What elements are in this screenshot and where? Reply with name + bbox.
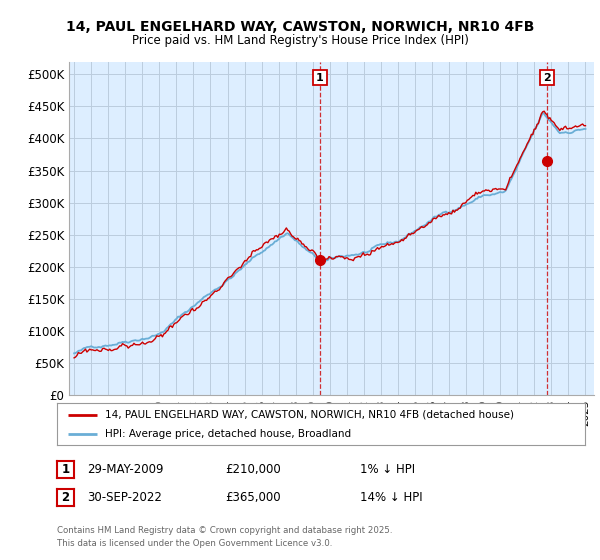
Text: 29-MAY-2009: 29-MAY-2009 — [87, 463, 163, 476]
Text: 14% ↓ HPI: 14% ↓ HPI — [360, 491, 422, 504]
Text: 1: 1 — [61, 463, 70, 477]
Text: 2: 2 — [61, 491, 70, 505]
Text: Contains HM Land Registry data © Crown copyright and database right 2025.: Contains HM Land Registry data © Crown c… — [57, 526, 392, 535]
Text: 14, PAUL ENGELHARD WAY, CAWSTON, NORWICH, NR10 4FB: 14, PAUL ENGELHARD WAY, CAWSTON, NORWICH… — [66, 20, 534, 34]
Text: This data is licensed under the Open Government Licence v3.0.: This data is licensed under the Open Gov… — [57, 539, 332, 548]
Text: HPI: Average price, detached house, Broadland: HPI: Average price, detached house, Broa… — [104, 429, 350, 439]
Text: 14, PAUL ENGELHARD WAY, CAWSTON, NORWICH, NR10 4FB (detached house): 14, PAUL ENGELHARD WAY, CAWSTON, NORWICH… — [104, 409, 514, 419]
Text: 1% ↓ HPI: 1% ↓ HPI — [360, 463, 415, 476]
Text: 30-SEP-2022: 30-SEP-2022 — [87, 491, 162, 504]
Text: 1: 1 — [316, 73, 324, 83]
Text: 2: 2 — [543, 73, 551, 83]
Text: £210,000: £210,000 — [225, 463, 281, 476]
Text: Price paid vs. HM Land Registry's House Price Index (HPI): Price paid vs. HM Land Registry's House … — [131, 34, 469, 46]
Text: £365,000: £365,000 — [225, 491, 281, 504]
